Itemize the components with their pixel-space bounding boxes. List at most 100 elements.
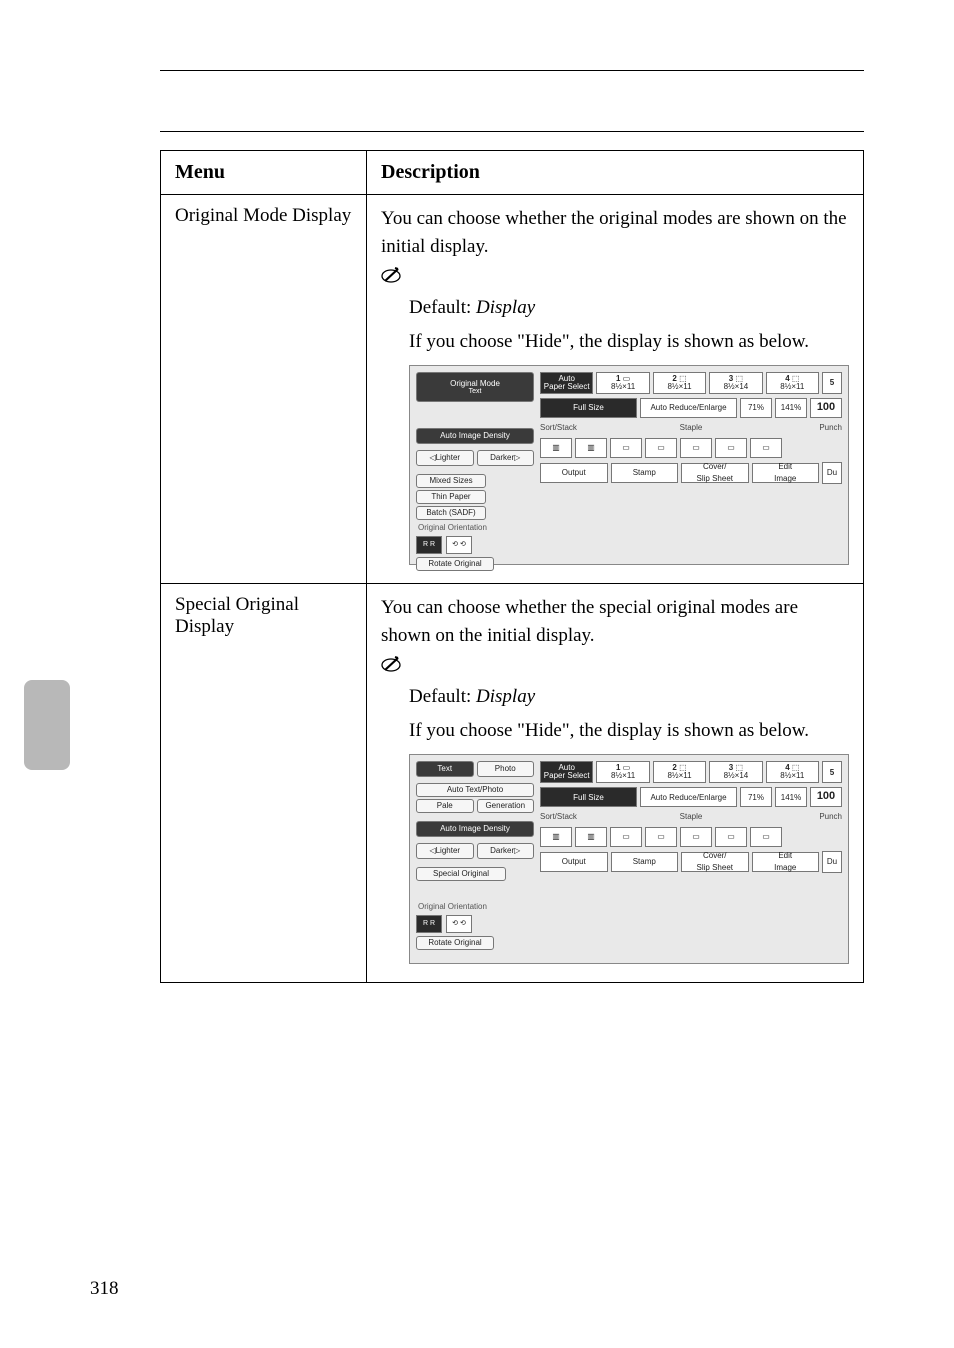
output-button: Output <box>540 463 608 483</box>
tray-5: 5 <box>822 761 842 783</box>
default-line: Default: Display <box>409 683 849 711</box>
orientation-title: Original Orientation <box>418 522 534 534</box>
auto-reduce-enlarge: Auto Reduce/Enlarge <box>640 398 737 418</box>
edit-image-button: Edit Image <box>752 852 820 872</box>
staple-label: Staple <box>617 811 765 823</box>
zoom-71: 71% <box>740 787 772 807</box>
orientation-landscape: ⟲ ⟲ <box>446 536 472 554</box>
auto-image-density: Auto Image Density <box>416 428 534 444</box>
default-prefix: Default: <box>409 297 476 318</box>
zoom-100: 100 <box>810 398 842 418</box>
tray-2: 2 ⬚8½×11 <box>653 761 706 783</box>
special-original: Special Original <box>416 867 506 881</box>
batch-sadf: Batch (SADF) <box>416 506 486 520</box>
menu-cell-special-original-display: Special Original Display <box>161 584 367 983</box>
rotate-original: Rotate Original <box>416 936 494 950</box>
default-line: Default: Display <box>409 294 849 322</box>
stamp-button: Stamp <box>611 852 679 872</box>
tray-5: 5 <box>822 372 842 394</box>
finish-3: ▭ <box>610 438 642 458</box>
lighter-button: ◁ Lighter <box>416 843 474 859</box>
desc-intro: You can choose whether the special origi… <box>381 594 849 649</box>
tray-1: 1 ▭8½×11 <box>596 372 649 394</box>
screenshot-special-original: Text Photo Auto Text/Photo Pale Generati… <box>409 754 849 964</box>
tray-2: 2 ⬚8½×11 <box>653 372 706 394</box>
auto-text-photo: Auto Text/Photo <box>416 783 534 797</box>
hide-line: If you choose "Hide", the display is sho… <box>409 717 849 745</box>
paper-select: Auto Paper Select <box>540 761 593 783</box>
desc-intro: You can choose whether the original mode… <box>381 205 849 260</box>
zoom-71: 71% <box>740 398 772 418</box>
auto-image-density: Auto Image Density <box>416 821 534 837</box>
orientation-landscape: ⟲ ⟲ <box>446 915 472 933</box>
tray-3: 3 ⬚8½×14 <box>709 761 762 783</box>
cover-slip-button: Cover/ Slip Sheet <box>681 463 749 483</box>
darker-button: Darker ▷ <box>477 450 535 466</box>
thumb-index-tab <box>24 680 70 770</box>
finish-3: ▭ <box>610 827 642 847</box>
hide-line: If you choose "Hide", the display is sho… <box>409 328 849 356</box>
note-icon <box>381 266 401 286</box>
finish-4: ▭ <box>645 827 677 847</box>
full-size: Full Size <box>540 787 637 807</box>
finish-6: ▭ <box>715 827 747 847</box>
original-mode-header: Original Mode Text <box>416 372 534 402</box>
full-size: Full Size <box>540 398 637 418</box>
dup-button: Du <box>822 462 842 484</box>
orientation-portrait: R R <box>416 915 442 933</box>
rotate-original: Rotate Original <box>416 557 494 571</box>
finish-1: ▥ <box>540 438 572 458</box>
photo-tab: Photo <box>477 761 535 777</box>
tray-4: 4 ⬚8½×11 <box>766 372 819 394</box>
finish-1: ▥ <box>540 827 572 847</box>
col-header-menu: Menu <box>161 151 367 195</box>
finish-5: ▭ <box>680 827 712 847</box>
copier-panel-a: Original Mode Text Auto Image Density ◁ … <box>409 365 849 565</box>
mixed-sizes: Mixed Sizes <box>416 474 486 488</box>
orientation-portrait: R R <box>416 536 442 554</box>
finish-6: ▭ <box>715 438 747 458</box>
paper-select: Auto Paper Select <box>540 372 593 394</box>
orientation-title: Original Orientation <box>418 901 534 913</box>
punch-label: Punch <box>768 422 842 434</box>
stamp-button: Stamp <box>611 463 679 483</box>
original-mode-sub: Text <box>469 388 482 395</box>
auto-reduce-enlarge: Auto Reduce/Enlarge <box>640 787 737 807</box>
settings-table: Menu Description Original Mode Display Y… <box>160 150 864 983</box>
default-value: Display <box>476 297 535 318</box>
zoom-141: 141% <box>775 787 807 807</box>
pale-button: Pale <box>416 799 474 813</box>
default-value: Display <box>476 686 535 707</box>
punch-label: Punch <box>768 811 842 823</box>
output-button: Output <box>540 852 608 872</box>
staple-label: Staple <box>617 422 765 434</box>
section-rule <box>160 131 864 132</box>
zoom-100: 100 <box>810 787 842 807</box>
finish-4: ▭ <box>645 438 677 458</box>
finish-5: ▭ <box>680 438 712 458</box>
generation-button: Generation <box>477 799 535 813</box>
zoom-141: 141% <box>775 398 807 418</box>
menu-cell-original-mode-display: Original Mode Display <box>161 195 367 584</box>
col-header-description: Description <box>367 151 864 195</box>
copier-panel-b: Text Photo Auto Text/Photo Pale Generati… <box>409 754 849 964</box>
thin-paper: Thin Paper <box>416 490 486 504</box>
sort-stack-label: Sort/Stack <box>540 422 614 434</box>
desc-cell-special-original-display: You can choose whether the special origi… <box>367 584 864 983</box>
finish-2: ▥ <box>575 827 607 847</box>
tray-4: 4 ⬚8½×11 <box>766 761 819 783</box>
page-number: 318 <box>90 1278 119 1300</box>
finish-7: ▭ <box>750 827 782 847</box>
text-tab: Text <box>416 761 474 777</box>
dup-button: Du <box>822 851 842 873</box>
lighter-button: ◁ Lighter <box>416 450 474 466</box>
default-prefix: Default: <box>409 686 476 707</box>
original-mode-header-label: Original Mode <box>450 380 500 388</box>
desc-cell-original-mode-display: You can choose whether the original mode… <box>367 195 864 584</box>
edit-image-button: Edit Image <box>752 463 820 483</box>
screenshot-original-mode: Original Mode Text Auto Image Density ◁ … <box>409 365 849 565</box>
finish-7: ▭ <box>750 438 782 458</box>
sort-stack-label: Sort/Stack <box>540 811 614 823</box>
note-icon <box>381 655 401 675</box>
tray-1: 1 ▭8½×11 <box>596 761 649 783</box>
